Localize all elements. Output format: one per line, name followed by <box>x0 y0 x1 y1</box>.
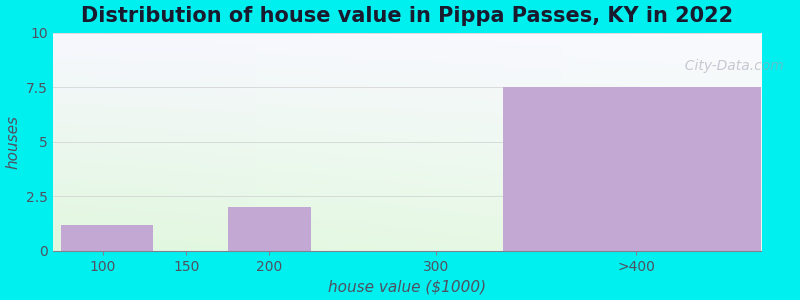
Bar <box>502 87 761 251</box>
Y-axis label: houses: houses <box>6 115 21 169</box>
Title: Distribution of house value in Pippa Passes, KY in 2022: Distribution of house value in Pippa Pas… <box>81 6 733 26</box>
Text: City-Data.com: City-Data.com <box>676 59 784 73</box>
Bar <box>228 207 311 251</box>
X-axis label: house value ($1000): house value ($1000) <box>328 279 486 294</box>
Bar <box>61 225 153 251</box>
